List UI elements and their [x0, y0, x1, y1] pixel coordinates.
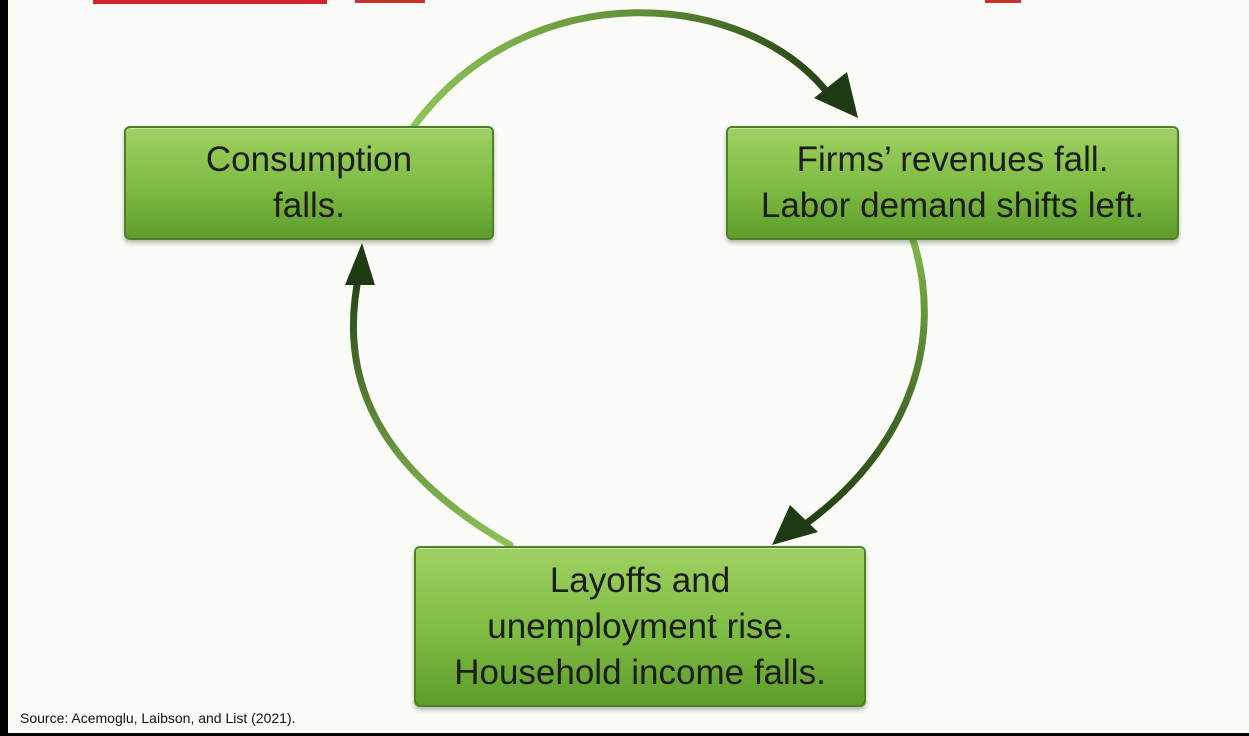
layoffs-line-3: Household income falls. [454, 652, 826, 692]
arrow-firms-to-layoffs [796, 236, 928, 532]
title-text-fragment [985, 0, 1021, 3]
title-text-fragment [355, 0, 425, 3]
arrow-consumption-to-firms [410, 9, 834, 130]
layoffs-unemployment-box: Layoffs and unemployment rise. Household… [414, 546, 866, 707]
layoffs-line-2: unemployment rise. [487, 606, 793, 646]
consumption-line-2: falls. [273, 186, 345, 225]
layoffs-line-1: Layoffs and [549, 560, 731, 600]
firms-revenues-box: Firms’ revenues fall. Labor demand shift… [726, 126, 1179, 240]
firms-line-1: Firms’ revenues fall. [796, 140, 1109, 179]
arrowhead-to-firms [814, 72, 858, 118]
arrowhead-to-layoffs [772, 505, 818, 545]
arrow-layoffs-to-consumption [350, 266, 514, 549]
left-frame-edge [0, 0, 8, 736]
arrowhead-to-consumption [345, 243, 375, 285]
source-citation: Source: Acemoglu, Laibson, and List (202… [20, 710, 296, 726]
title-accent-bar [93, 0, 327, 4]
bottom-frame-edge [0, 733, 1249, 736]
consumption-line-1: Consumption [205, 140, 413, 179]
firms-line-2: Labor demand shifts left. [760, 186, 1145, 225]
consumption-falls-box: Consumption falls. [124, 126, 494, 240]
